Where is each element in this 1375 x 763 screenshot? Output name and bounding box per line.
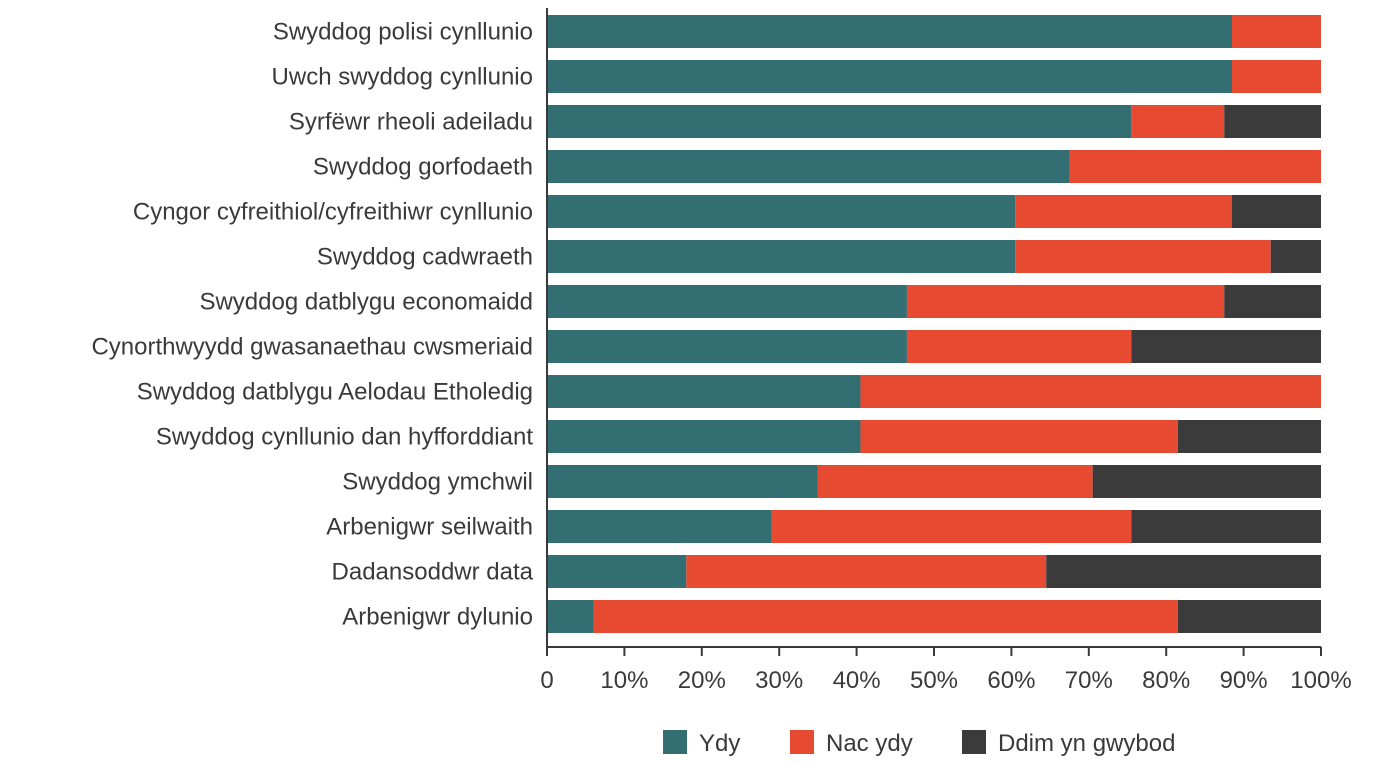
bar-segment xyxy=(860,375,1321,408)
legend-swatch xyxy=(962,730,986,754)
bar-segment xyxy=(547,465,818,498)
bar-segment xyxy=(1231,195,1321,228)
bar-segment xyxy=(817,465,1093,498)
x-tick-label: 0 xyxy=(540,667,553,694)
bar-segment xyxy=(1131,510,1321,543)
legend-label: Ydy xyxy=(699,730,740,757)
bar-segment xyxy=(771,510,1132,543)
legend-swatch xyxy=(790,730,814,754)
x-tick-label: 50% xyxy=(910,667,958,694)
legend-item: Ydy xyxy=(663,730,740,757)
category-label: Arbenigwr seilwaith xyxy=(326,514,533,541)
bar-segment xyxy=(547,330,907,363)
bar-segment xyxy=(686,555,1047,588)
bar-segment xyxy=(1015,195,1232,228)
x-tick-label: 90% xyxy=(1220,667,1268,694)
category-label: Arbenigwr dylunio xyxy=(342,604,533,631)
bar-segment xyxy=(1224,285,1321,318)
category-labels: Swyddog polisi cynllunio Uwch swyddog cyn… xyxy=(91,19,533,631)
category-label: Swyddog datblygu economaidd xyxy=(199,289,533,316)
x-tick-label: 40% xyxy=(833,667,881,694)
bar-segment xyxy=(547,105,1132,138)
bar-segment xyxy=(1092,465,1321,498)
category-label: Cyngor cyfreithiol/cyfreithiwr cynllunio xyxy=(133,199,533,226)
category-label: Syrfëwr rheoli adeiladu xyxy=(289,109,533,136)
category-label: Swyddog cadwraeth xyxy=(317,244,533,271)
legend-label: Ddim yn gwybod xyxy=(998,730,1175,757)
bar-segment xyxy=(860,420,1178,453)
bar-segment xyxy=(547,150,1070,183)
category-label: Swyddog cynllunio dan hyfforddiant xyxy=(156,424,533,451)
bar-segment xyxy=(1270,240,1321,273)
legend-swatch xyxy=(663,730,687,754)
bar-segment xyxy=(547,195,1016,228)
bar-segment xyxy=(1015,240,1271,273)
bar-segment xyxy=(547,285,907,318)
bar-segment xyxy=(547,240,1016,273)
bar-segment xyxy=(1177,420,1321,453)
bar-segment xyxy=(906,285,1225,318)
category-label: Swyddog gorfodaeth xyxy=(313,154,533,181)
category-label: Swyddog polisi cynllunio xyxy=(273,19,533,46)
x-tick-label: 60% xyxy=(987,667,1035,694)
bar-segment xyxy=(547,600,594,633)
bar-segment xyxy=(547,420,861,453)
category-label: Swyddog ymchwil xyxy=(342,469,533,496)
bar-segment xyxy=(547,15,1232,48)
x-tick-label: 70% xyxy=(1065,667,1113,694)
bar-segment xyxy=(1224,105,1321,138)
bar-segment xyxy=(1231,15,1321,48)
legend-item: Ddim yn gwybod xyxy=(962,730,1175,757)
bar-segment xyxy=(1231,60,1321,93)
bar-segment xyxy=(1131,105,1225,138)
category-label: Swyddog datblygu Aelodau Etholedig xyxy=(137,379,533,406)
bar-segment xyxy=(1177,600,1321,633)
bar-segment xyxy=(593,600,1178,633)
bar-segment xyxy=(547,60,1232,93)
legend: Ydy Nac ydy Ddim yn gwybod xyxy=(663,730,1175,757)
bar-segment xyxy=(906,330,1132,363)
x-tick-label: 10% xyxy=(600,667,648,694)
x-tick-label: 80% xyxy=(1142,667,1190,694)
category-label: Dadansoddwr data xyxy=(332,559,534,586)
x-tick-label: 100% xyxy=(1290,667,1351,694)
bar-segment xyxy=(547,510,772,543)
bar-segment xyxy=(1069,150,1321,183)
legend-item: Nac ydy xyxy=(790,730,913,757)
bar-segment xyxy=(547,375,861,408)
category-label: Cynorthwyydd gwasanaethau cwsmeriaid xyxy=(91,334,533,361)
category-label: Uwch swyddog cynllunio xyxy=(272,64,533,91)
bars-layer xyxy=(547,15,1321,633)
axes: 0 10% 20% 30% 40% 50% 60% 70% 80% 90% 100% xyxy=(540,8,1352,694)
x-tick-label: 20% xyxy=(678,667,726,694)
bar-segment xyxy=(1046,555,1321,588)
bar-segment xyxy=(1131,330,1321,363)
x-tick-label: 30% xyxy=(755,667,803,694)
bar-segment xyxy=(547,555,687,588)
legend-label: Nac ydy xyxy=(826,730,913,757)
